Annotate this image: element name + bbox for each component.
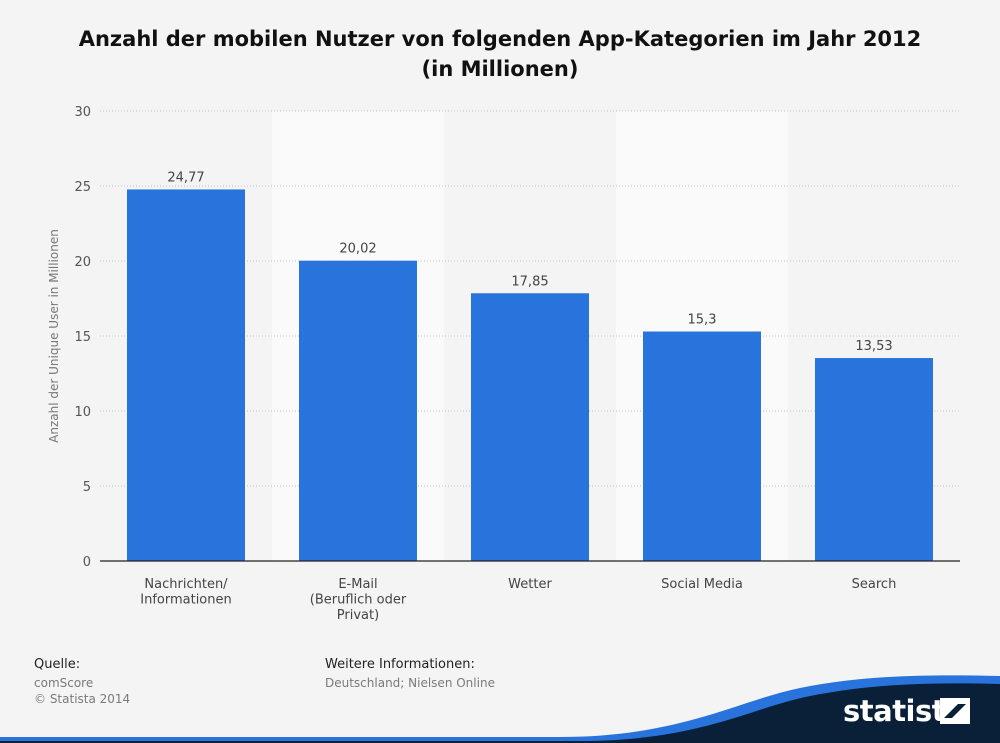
bar (815, 358, 933, 561)
bar-value-label: 13,53 (855, 339, 892, 354)
chart-title-line-1: Anzahl der mobilen Nutzer von folgenden … (78, 27, 922, 51)
x-tick-label: Nachrichten/ (144, 577, 228, 592)
x-tick-label: Social Media (661, 577, 743, 592)
bar (299, 260, 417, 561)
y-tick-label: 30 (74, 105, 91, 120)
x-tick-label: Privat) (337, 608, 379, 623)
bar-value-label: 20,02 (339, 242, 376, 257)
bar (643, 331, 761, 561)
x-tick-label: Informationen (140, 593, 232, 608)
source-label: Quelle: (34, 657, 81, 672)
bar-value-label: 15,3 (688, 313, 717, 328)
bar (127, 189, 245, 561)
y-tick-label: 20 (74, 255, 91, 270)
statista-logo-icon (940, 698, 970, 724)
y-tick-label: 5 (83, 480, 91, 495)
bar-value-label: 17,85 (511, 274, 548, 289)
brand-wave-dark (0, 683, 1000, 743)
x-tick-label: E-Mail (338, 577, 377, 592)
chart-title: Anzahl der mobilen Nutzer von folgenden … (0, 24, 1000, 84)
info-label: Weitere Informationen: (325, 657, 475, 672)
x-tick-label: Search (852, 577, 897, 592)
chart-title-line-2: (in Millionen) (421, 57, 579, 81)
x-tick-label: (Beruflich oder (310, 593, 407, 608)
x-tick-label: Wetter (508, 577, 552, 592)
y-tick-label: 0 (83, 555, 91, 570)
y-axis-label: Anzahl der Unique User in Millionen (47, 229, 61, 443)
info-text: Deutschland; Nielsen Online (325, 676, 495, 690)
y-tick-label: 15 (74, 330, 91, 345)
source-line-2: © Statista 2014 (34, 692, 131, 706)
y-tick-label: 10 (74, 405, 91, 420)
y-tick-label: 25 (74, 180, 91, 195)
source-text: comScore © Statista 2014 (34, 675, 130, 707)
source-line-1: comScore (34, 676, 94, 690)
bar-value-label: 24,77 (167, 170, 204, 185)
bar (471, 293, 589, 561)
